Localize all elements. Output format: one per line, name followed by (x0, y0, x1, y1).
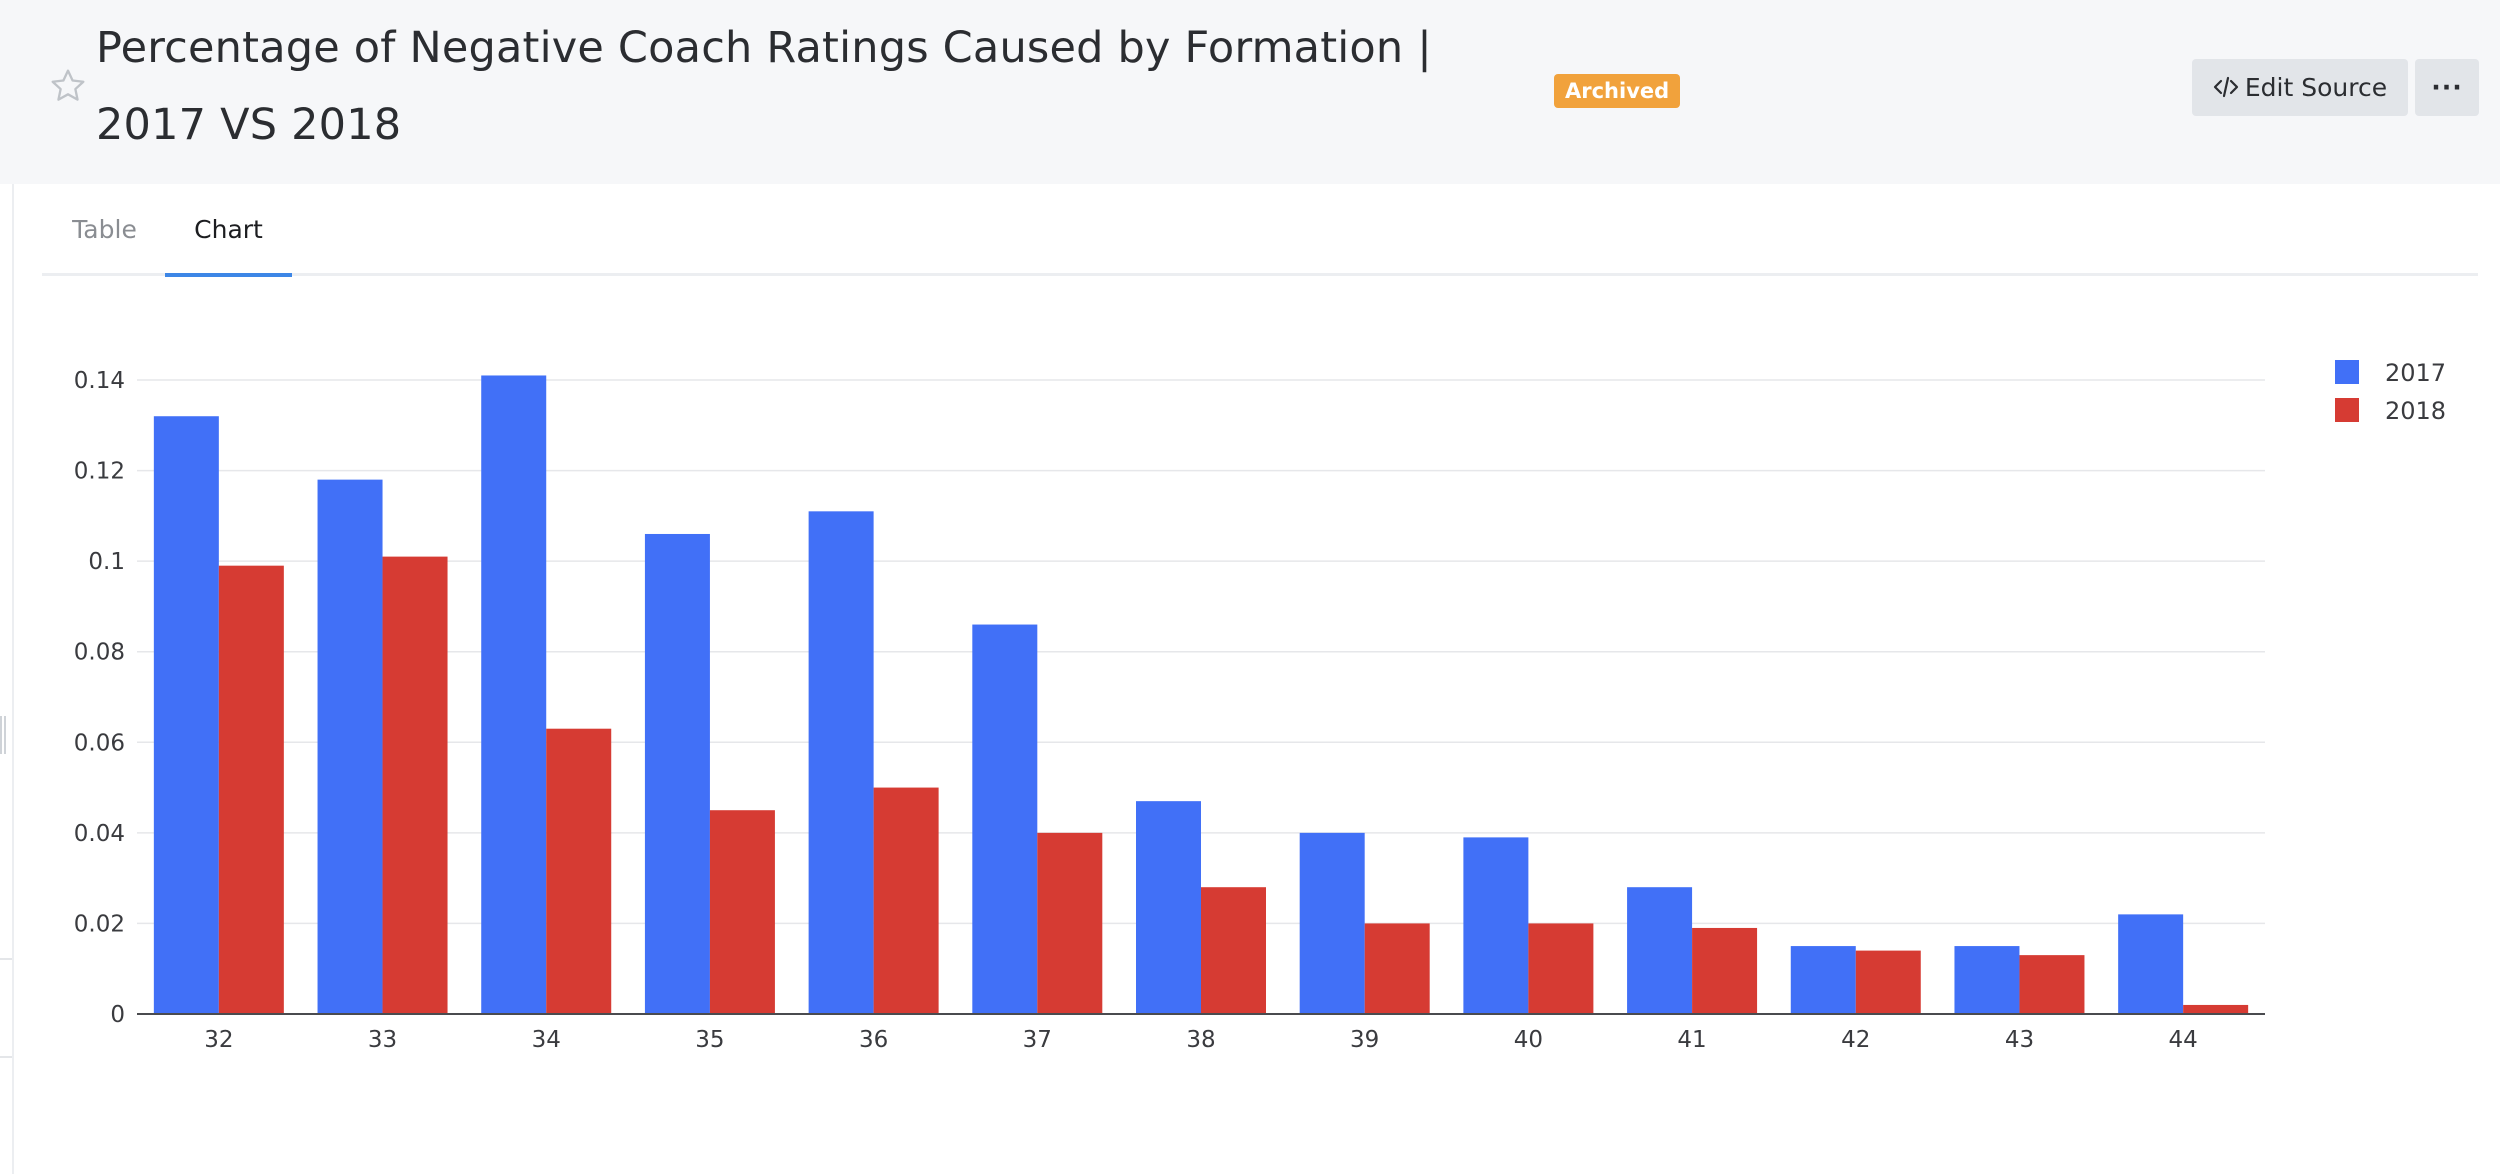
tab-chart[interactable]: Chart (165, 184, 292, 277)
y-tick-label: 0.12 (74, 459, 125, 485)
x-tick-label: 42 (1841, 1027, 1870, 1053)
bar-2018-41[interactable] (1692, 927, 1758, 1014)
y-tick-label: 0.08 (74, 640, 125, 666)
bar-2018-37[interactable] (1037, 832, 1103, 1014)
bar-2018-40[interactable] (1528, 923, 1594, 1014)
side-divider (0, 1056, 12, 1058)
bar-2018-42[interactable] (1855, 950, 1921, 1014)
side-divider (0, 958, 12, 960)
bar-2018-44[interactable] (2183, 1004, 2249, 1014)
y-tick-label: 0.06 (74, 730, 125, 756)
x-tick-label: 41 (1677, 1027, 1706, 1053)
x-tick-label: 38 (1186, 1027, 1215, 1053)
bar-2018-35[interactable] (709, 810, 775, 1014)
chart-bars (153, 375, 2249, 1015)
y-tick-label: 0 (110, 1002, 125, 1028)
bar-2018-36[interactable] (873, 787, 939, 1014)
y-tick-label: 0.1 (88, 549, 125, 575)
bar-2017-43[interactable] (1954, 946, 2020, 1014)
bar-2018-32[interactable] (218, 565, 284, 1014)
page-header: Percentage of Negative Coach Ratings Cau… (0, 0, 2500, 184)
resize-handle[interactable] (0, 716, 6, 754)
legend-label: 2018 (2385, 397, 2446, 425)
bar-2017-34[interactable] (481, 375, 547, 1014)
star-icon[interactable] (48, 66, 88, 106)
legend-label: 2017 (2385, 359, 2446, 387)
bar-2017-39[interactable] (1299, 832, 1365, 1014)
bar-2018-43[interactable] (2019, 955, 2085, 1014)
y-tick-label: 0.02 (74, 911, 125, 937)
status-badge: Archived (1554, 74, 1681, 108)
chart-legend: 2017 2018 (2335, 359, 2446, 425)
bar-2017-32[interactable] (153, 416, 219, 1014)
code-icon (2213, 76, 2238, 98)
x-tick-label: 36 (859, 1027, 888, 1053)
x-tick-label: 39 (1350, 1027, 1379, 1053)
y-tick-label: 0.04 (74, 821, 125, 847)
bar-2018-34[interactable] (546, 728, 612, 1014)
bar-2018-33[interactable] (382, 556, 448, 1014)
edit-source-button[interactable]: Edit Source (2192, 59, 2408, 116)
x-tick-label: 34 (532, 1027, 561, 1053)
x-tick-label: 40 (1514, 1027, 1543, 1053)
bar-2017-35[interactable] (644, 533, 710, 1014)
edit-source-label: Edit Source (2244, 73, 2388, 102)
page-title: Percentage of Negative Coach Ratings Cau… (96, 23, 1432, 150)
bar-2017-41[interactable] (1627, 887, 1693, 1014)
legend-swatch-2018 (2335, 398, 2359, 422)
y-tick-label: 0.14 (74, 368, 125, 394)
bar-2017-40[interactable] (1463, 837, 1529, 1014)
bar-2017-44[interactable] (2118, 914, 2184, 1014)
bar-2017-42[interactable] (1790, 946, 1856, 1014)
bar-2018-39[interactable] (1364, 923, 1430, 1014)
more-options-button[interactable]: ··· (2415, 59, 2479, 116)
x-tick-label: 43 (2005, 1027, 2034, 1053)
side-panel-border (12, 184, 14, 1174)
x-tick-label: 32 (204, 1027, 233, 1053)
view-tabs: Table Chart (42, 184, 2478, 277)
bar-2017-38[interactable] (1136, 801, 1201, 1014)
tab-table[interactable]: Table (72, 215, 137, 244)
bar-2017-33[interactable] (317, 479, 383, 1015)
legend-swatch-2017 (2335, 360, 2359, 384)
bar-2017-36[interactable] (808, 511, 874, 1014)
bar-2017-37[interactable] (972, 624, 1038, 1014)
bar-2018-38[interactable] (1201, 887, 1266, 1014)
x-tick-label: 37 (1023, 1027, 1052, 1053)
x-tick-label: 44 (2169, 1027, 2198, 1053)
chart-axes: 0 0.02 0.04 0.06 0.08 0.1 0.12 0.14 32 33 34 35 36 37… (74, 368, 2265, 1053)
x-tick-label: 33 (368, 1027, 397, 1053)
x-tick-label: 35 (695, 1027, 724, 1053)
